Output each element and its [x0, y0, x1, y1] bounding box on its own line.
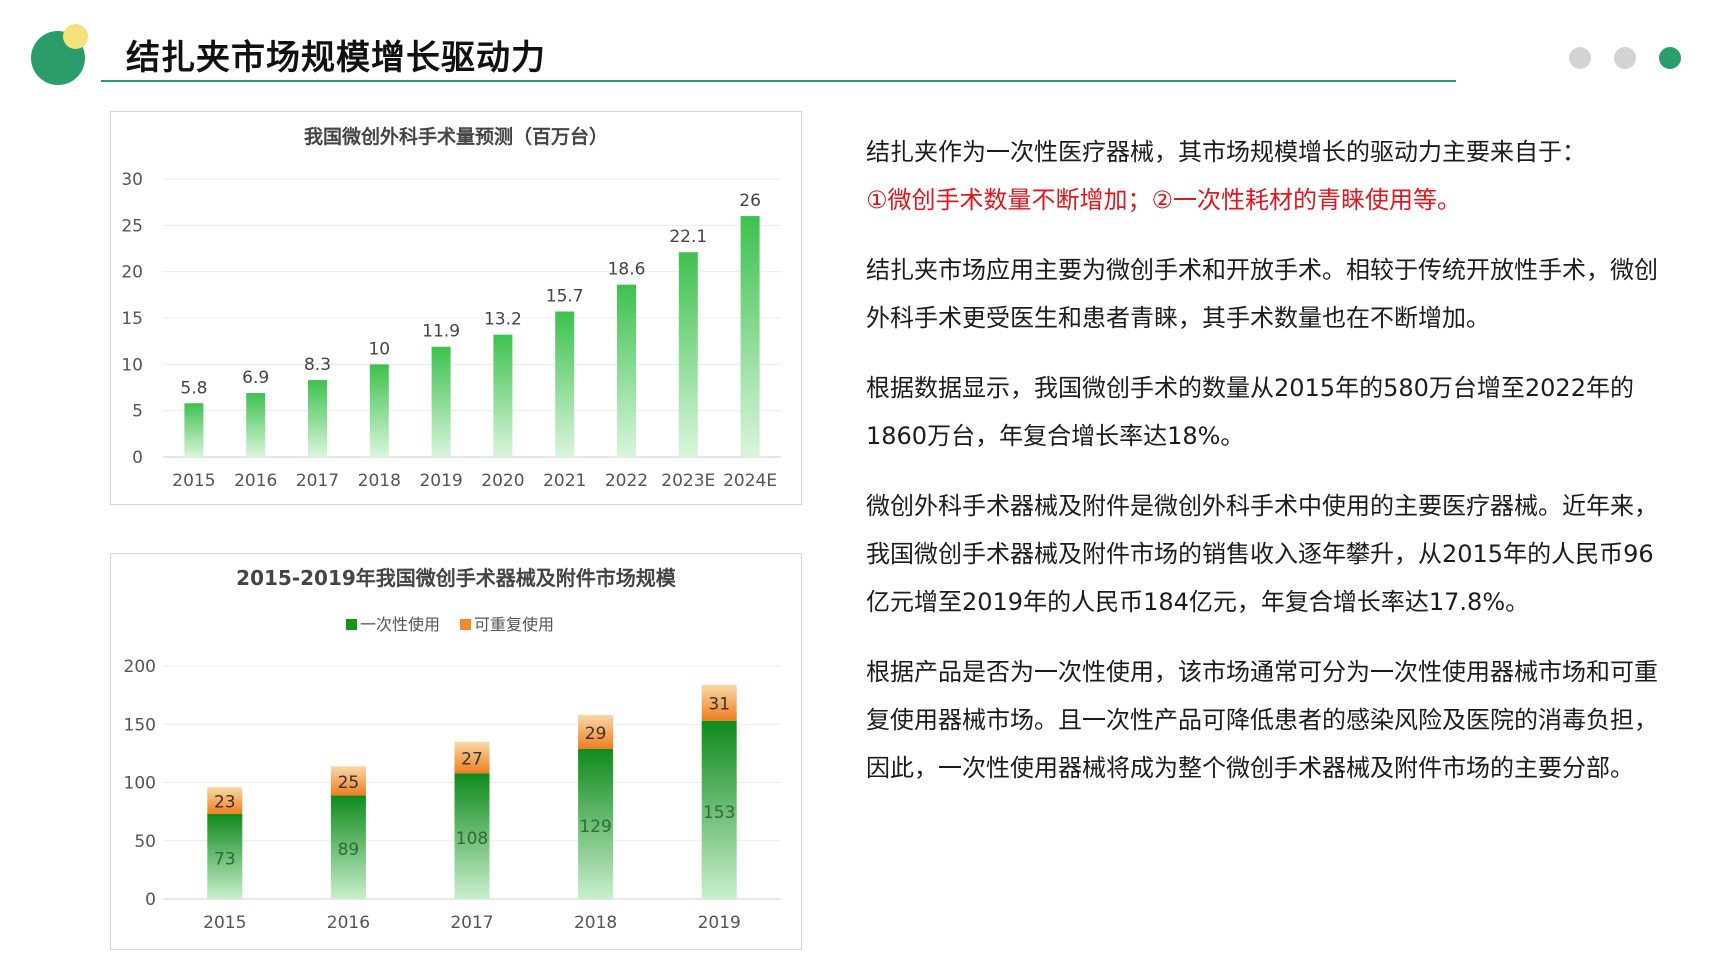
chart2-value-label-disposable: 129	[579, 817, 611, 837]
chart1-title: 我国微创外科手术量预测（百万台）	[304, 125, 608, 148]
chart2-value-label-reusable: 29	[585, 724, 607, 744]
chart1-value-label: 11.9	[422, 322, 460, 342]
paragraph-3: 根据数据显示，我国微创手术的数量从2015年的580万台增至2022年的1860…	[866, 374, 1634, 450]
legend-swatch-disposable	[346, 619, 357, 630]
instrument-market-chart: 2015-2019年我国微创手术器械及附件市场规模 一次性使用 可重复使用 0 5…	[124, 566, 781, 933]
chart1-value-label: 15.7	[546, 287, 584, 307]
chart2-legend: 一次性使用 可重复使用	[346, 615, 554, 634]
chart1-value-label: 18.6	[608, 260, 646, 280]
chart2-value-label-reusable: 23	[214, 793, 236, 813]
chart1-value-label: 5.8	[180, 378, 207, 398]
chart1-xtick: 2022	[605, 471, 648, 491]
surgery-volume-chart: 我国微创外科手术量预测（百万台） 0 5 10 15 20 25 30 5.8 2015 6.9…	[121, 125, 781, 491]
chart1-bar	[740, 216, 760, 457]
chart2-value-label-disposable: 153	[703, 803, 735, 823]
paragraph-5: 根据产品是否为一次性使用，该市场通常可分为一次性使用器械市场和可重复使用器械市场…	[866, 658, 1658, 782]
chart2-xtick: 2016	[327, 913, 370, 933]
chart1-value-label: 26	[739, 191, 761, 211]
chart1-bar	[246, 393, 266, 457]
chart2-bar-reusable	[578, 714, 614, 749]
description-text: 结扎夹作为一次性医疗器械，其市场规模增长的驱动力主要来自于： ①微创手术数量不断…	[866, 128, 1666, 814]
chart2-ytick: 50	[134, 832, 156, 852]
chart1-ytick: 5	[132, 402, 143, 422]
chart1-bar	[617, 284, 636, 457]
chart1-xtick: 2023E	[661, 471, 715, 491]
chart1-value-label: 22.1	[669, 227, 707, 247]
instrument-market-chart-panel: 2015-2019年我国微创手术器械及附件市场规模 一次性使用 可重复使用 0 5…	[110, 553, 802, 950]
chart1-value-label: 10	[368, 339, 390, 359]
chart2-ytick: 150	[124, 715, 156, 735]
chart2-bar-disposable	[578, 748, 614, 899]
surgery-volume-chart-panel: 我国微创外科手术量预测（百万台） 0 5 10 15 20 25 30 5.8 2015 6.9…	[110, 111, 802, 505]
chart1-xtick: 2016	[234, 471, 277, 491]
chart2-ytick: 200	[124, 657, 156, 677]
legend-swatch-reusable	[460, 619, 471, 630]
chart2-bar-reusable	[701, 684, 737, 721]
legend-label-reusable: 可重复使用	[474, 615, 554, 634]
chart2-xtick: 2019	[698, 913, 741, 933]
chart1-bar	[308, 380, 327, 457]
pager-dot-3-active[interactable]	[1659, 47, 1681, 69]
paragraph-2: 结扎夹市场应用主要为微创手术和开放手术。相较于传统开放性手术，微创外科手术更受医…	[866, 256, 1658, 332]
chart1-ytick: 10	[121, 355, 143, 375]
chart2-value-label-reusable: 27	[461, 749, 483, 769]
chart1-value-label: 6.9	[242, 368, 269, 388]
chart2-bar-disposable	[330, 795, 366, 899]
chart2-value-label-disposable: 73	[214, 849, 236, 869]
legend-label-disposable: 一次性使用	[360, 615, 440, 634]
title-underline	[101, 80, 1456, 82]
chart2-ytick: 100	[124, 774, 156, 794]
chart2-xtick: 2018	[574, 913, 617, 933]
chart1-xtick: 2018	[358, 471, 401, 491]
paragraph-4: 微创外科手术器械及附件是微创外科手术中使用的主要医疗器械。近年来，我国微创手术器…	[866, 492, 1658, 616]
chart2-value-label-disposable: 89	[338, 840, 360, 860]
chart1-xtick: 2024E	[723, 471, 777, 491]
chart2-bar-disposable	[701, 720, 737, 899]
paragraph-1-highlight: ①微创手术数量不断增加；②一次性耗材的青睐使用等。	[866, 186, 1462, 214]
paragraph-1: 结扎夹作为一次性医疗器械，其市场规模增长的驱动力主要来自于： ①微创手术数量不断…	[866, 128, 1666, 224]
paragraph-1-intro: 结扎夹作为一次性医疗器械，其市场规模增长的驱动力主要来自于：	[866, 138, 1586, 166]
page-title: 结扎夹市场规模增长驱动力	[126, 38, 546, 78]
chart1-value-label: 13.2	[484, 310, 522, 330]
chart2-title: 2015-2019年我国微创手术器械及附件市场规模	[236, 566, 677, 590]
chart2-xtick: 2015	[203, 913, 246, 933]
chart1-value-label: 8.3	[304, 355, 331, 375]
chart1-xtick: 2020	[481, 471, 524, 491]
chart1-bar	[184, 403, 204, 457]
chart1-ytick: 20	[121, 263, 143, 283]
chart1-bar	[555, 311, 575, 457]
chart1-xtick: 2021	[543, 471, 586, 491]
chart1-ytick: 25	[121, 216, 143, 236]
pager-dot-1[interactable]	[1569, 47, 1591, 69]
chart1-xtick: 2019	[419, 471, 462, 491]
chart1-xtick: 2017	[296, 471, 339, 491]
chart2-value-label-disposable: 108	[456, 829, 488, 849]
chart2-bar-reusable	[207, 787, 243, 814]
logo-accent-dot	[63, 24, 88, 49]
chart1-bar	[431, 346, 451, 457]
chart2-value-label-reusable: 31	[708, 695, 730, 715]
chart2-bar-disposable	[207, 813, 243, 899]
chart2-xtick: 2017	[450, 913, 493, 933]
chart2-bar-reusable	[454, 741, 490, 774]
chart2-value-label-reusable: 25	[338, 773, 360, 793]
chart2-bar-disposable	[454, 773, 490, 899]
chart1-bar	[493, 334, 513, 457]
pager-dot-2[interactable]	[1614, 47, 1636, 69]
chart1-bar	[369, 364, 389, 457]
chart1-xtick: 2015	[172, 471, 215, 491]
chart1-ytick: 0	[132, 448, 143, 468]
chart1-ytick: 15	[121, 309, 143, 329]
chart1-bar	[678, 252, 698, 457]
chart1-ytick: 30	[121, 170, 143, 190]
chart2-bar-reusable	[330, 766, 366, 796]
chart2-ytick: 0	[145, 890, 156, 910]
